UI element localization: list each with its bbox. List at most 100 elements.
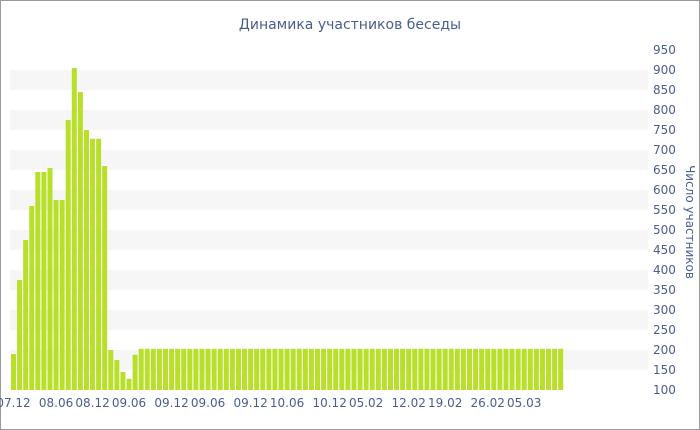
grid-band <box>10 310 648 330</box>
bar <box>254 348 260 390</box>
bar <box>163 348 168 390</box>
bar <box>357 348 363 390</box>
bar <box>375 348 381 390</box>
bar <box>23 240 29 390</box>
bar <box>120 372 126 390</box>
bar <box>29 206 35 390</box>
x-tick-label: 09.12 <box>233 396 267 410</box>
bar <box>552 348 558 390</box>
bar <box>406 348 412 390</box>
y-tick-label: 500 <box>653 223 676 237</box>
bar <box>345 348 351 390</box>
bar <box>308 348 314 390</box>
x-tick-label: 09.12 <box>154 396 188 410</box>
bar <box>260 348 266 390</box>
x-tick-label: 19.02 <box>428 396 462 410</box>
grid-band <box>10 270 648 290</box>
y-tick-label: 950 <box>653 43 676 57</box>
bar <box>387 348 393 390</box>
y-tick-label: 600 <box>653 183 676 197</box>
bar <box>521 348 527 390</box>
x-tick-label: 12.02 <box>392 396 426 410</box>
bar <box>321 348 327 390</box>
bar <box>363 348 369 390</box>
bar <box>65 120 71 390</box>
bar <box>266 348 272 390</box>
bar <box>509 348 515 390</box>
bar <box>223 348 229 390</box>
bar <box>248 348 254 390</box>
bar <box>126 378 132 390</box>
x-tick-label: 05.03 <box>507 396 541 410</box>
x-tick-label: 07.12 <box>0 396 31 410</box>
bar <box>485 348 491 390</box>
bar <box>144 348 150 390</box>
y-tick-label: 900 <box>653 63 676 77</box>
bar <box>284 348 290 390</box>
y-tick-label: 250 <box>653 323 676 337</box>
y-tick-label: 700 <box>653 143 676 157</box>
bar <box>193 348 199 390</box>
y-tick-label: 550 <box>653 203 676 217</box>
chart-title: Динамика участников беседы <box>239 17 461 33</box>
bar <box>339 348 345 390</box>
bar <box>47 168 53 390</box>
grid-band <box>10 230 648 250</box>
x-axis-ticks: 07.12 08.06 08.12 09.06 09.12 09.06 09.12 10.06… <box>0 396 541 410</box>
bar <box>448 348 454 390</box>
bar <box>59 200 65 390</box>
y-tick-label: 800 <box>653 103 676 117</box>
y-tick-label: 400 <box>653 263 676 277</box>
x-tick-label: 08.06 <box>39 396 73 410</box>
bar <box>369 348 375 390</box>
bar-series <box>11 68 564 390</box>
bar <box>436 348 442 390</box>
grid-band <box>10 150 648 170</box>
y-tick-label: 650 <box>653 163 676 177</box>
bar <box>418 348 424 390</box>
bar <box>132 354 138 390</box>
bar <box>503 348 509 390</box>
bar <box>333 348 339 390</box>
bar <box>53 200 59 390</box>
bar <box>491 348 497 390</box>
y-tick-label: 450 <box>653 243 676 257</box>
bar <box>217 348 223 390</box>
bar <box>539 348 545 390</box>
bar <box>454 348 460 390</box>
bar <box>181 348 187 390</box>
bar <box>460 348 466 390</box>
bar <box>558 348 564 390</box>
bar <box>17 280 23 390</box>
grid-band <box>10 190 648 210</box>
bar <box>150 348 156 390</box>
bar <box>315 348 320 390</box>
bar <box>479 348 485 390</box>
x-tick-label: 10.12 <box>312 396 346 410</box>
bar <box>199 348 205 390</box>
bar <box>527 348 533 390</box>
bar <box>546 348 552 390</box>
y-tick-label: 750 <box>653 123 676 137</box>
bar <box>467 348 472 390</box>
bar <box>430 348 436 390</box>
bar <box>96 138 102 390</box>
bar <box>351 348 357 390</box>
bar <box>77 92 83 390</box>
x-tick-label: 09.06 <box>112 396 146 410</box>
y-tick-label: 150 <box>653 363 676 377</box>
y-tick-label: 200 <box>653 343 676 357</box>
x-tick-label: 05.02 <box>349 396 383 410</box>
bar <box>102 166 108 390</box>
grid-band <box>10 70 648 90</box>
bar <box>169 348 175 390</box>
y-tick-label: 850 <box>653 83 676 97</box>
x-tick-label: 08.12 <box>75 396 109 410</box>
y-tick-label: 100 <box>653 383 676 397</box>
bar <box>242 348 248 390</box>
bar <box>229 348 235 390</box>
bar <box>114 360 120 390</box>
bar <box>83 130 89 390</box>
y-tick-label: 300 <box>653 303 676 317</box>
